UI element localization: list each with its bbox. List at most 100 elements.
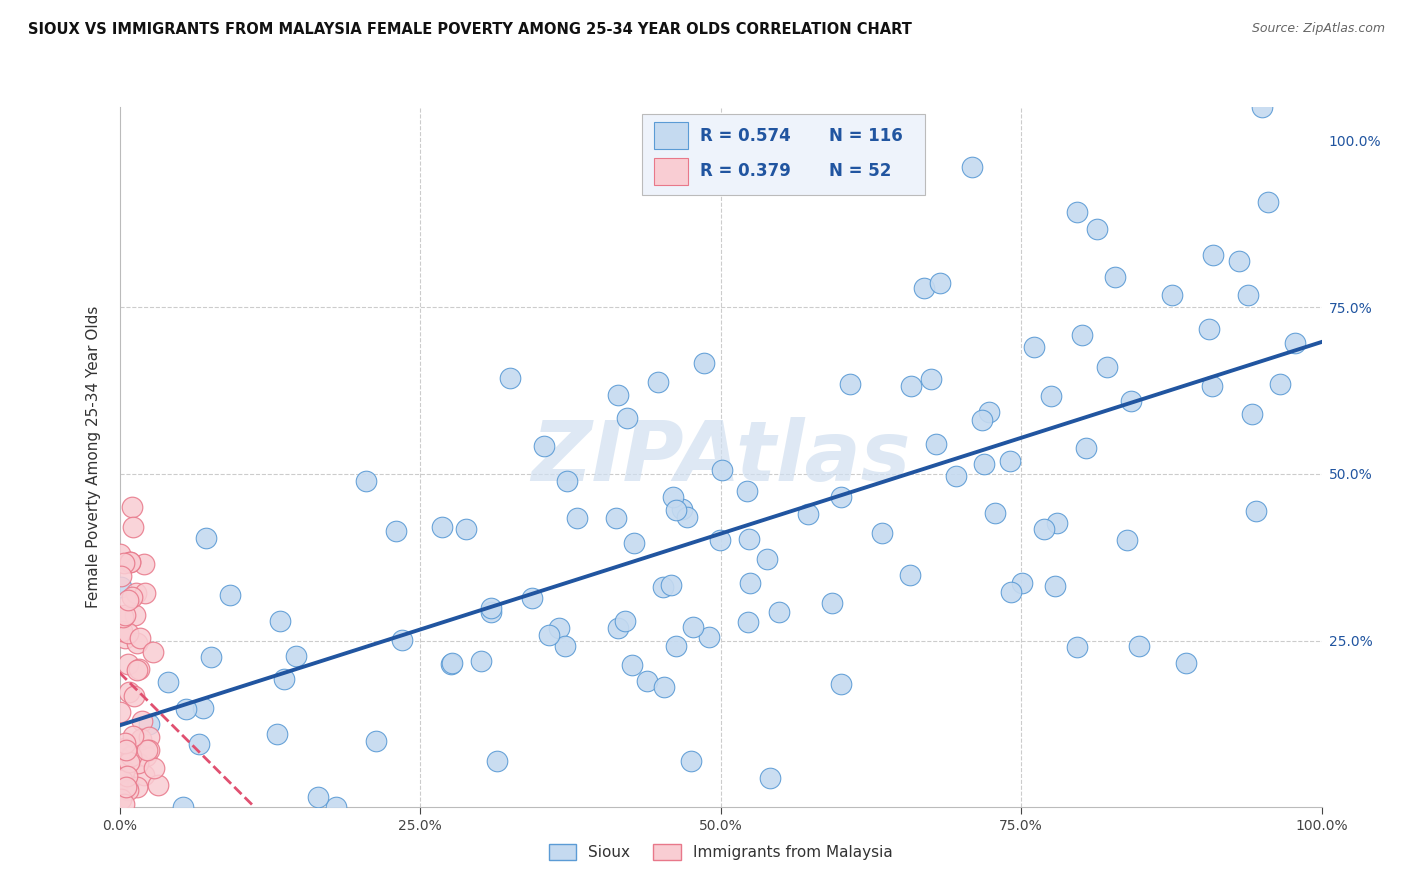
Point bbox=[266, 727, 288, 741]
Point bbox=[122, 730, 145, 744]
Point bbox=[148, 778, 170, 792]
Point bbox=[661, 578, 683, 592]
Point bbox=[636, 673, 658, 688]
Point bbox=[117, 777, 139, 791]
Point bbox=[1066, 205, 1088, 219]
Point bbox=[195, 531, 218, 545]
Point bbox=[621, 657, 644, 672]
Point bbox=[1022, 340, 1045, 354]
Point bbox=[1104, 269, 1126, 284]
Point bbox=[129, 731, 152, 746]
Point bbox=[830, 677, 852, 691]
Point bbox=[613, 614, 636, 628]
Point bbox=[135, 749, 157, 764]
Point bbox=[870, 526, 893, 541]
Point bbox=[1201, 378, 1223, 392]
Point bbox=[479, 601, 502, 615]
Point bbox=[485, 754, 508, 768]
Point bbox=[710, 463, 733, 477]
Point bbox=[1000, 453, 1022, 467]
Point bbox=[117, 625, 139, 640]
Text: N = 52: N = 52 bbox=[828, 162, 891, 180]
Point bbox=[1202, 248, 1225, 262]
Point bbox=[1043, 579, 1066, 593]
Point bbox=[128, 662, 150, 676]
Point bbox=[110, 569, 132, 583]
Point bbox=[1198, 321, 1220, 335]
Point bbox=[912, 281, 935, 295]
Point bbox=[111, 772, 134, 787]
Point bbox=[1040, 389, 1063, 403]
Point bbox=[830, 490, 852, 504]
Text: SIOUX VS IMMIGRANTS FROM MALAYSIA FEMALE POVERTY AMONG 25-34 YEAR OLDS CORRELATI: SIOUX VS IMMIGRANTS FROM MALAYSIA FEMALE… bbox=[28, 22, 912, 37]
Point bbox=[114, 631, 136, 645]
FancyBboxPatch shape bbox=[643, 114, 925, 194]
Point bbox=[1161, 287, 1184, 301]
Point bbox=[979, 405, 1001, 419]
Point bbox=[124, 607, 146, 622]
Point bbox=[1032, 522, 1054, 536]
Point bbox=[129, 631, 152, 645]
Point bbox=[127, 780, 149, 794]
Point bbox=[308, 790, 330, 805]
Point bbox=[1237, 288, 1260, 302]
Point bbox=[138, 743, 160, 757]
Point bbox=[652, 581, 675, 595]
Point bbox=[925, 436, 948, 450]
Point bbox=[325, 800, 347, 814]
Point bbox=[118, 685, 141, 699]
Point bbox=[174, 702, 197, 716]
Point bbox=[647, 375, 669, 389]
Point bbox=[114, 741, 136, 756]
Text: ZIPAtlas: ZIPAtlas bbox=[531, 417, 910, 498]
Point bbox=[709, 533, 731, 547]
Point bbox=[114, 736, 136, 750]
Point bbox=[759, 772, 782, 786]
Point bbox=[200, 649, 222, 664]
Point bbox=[1240, 408, 1263, 422]
Point bbox=[984, 506, 1007, 520]
Point bbox=[682, 620, 704, 634]
Point bbox=[142, 761, 165, 775]
Point bbox=[122, 520, 145, 534]
Point bbox=[454, 523, 477, 537]
Point bbox=[187, 737, 209, 751]
Point bbox=[554, 639, 576, 653]
Point bbox=[1074, 442, 1097, 456]
Point bbox=[1268, 377, 1291, 392]
Point bbox=[120, 748, 142, 763]
Point bbox=[479, 605, 502, 619]
Point bbox=[662, 490, 685, 504]
Point bbox=[125, 586, 148, 600]
Legend: Sioux, Immigrants from Malaysia: Sioux, Immigrants from Malaysia bbox=[543, 838, 898, 866]
Point bbox=[616, 410, 638, 425]
Point bbox=[132, 767, 155, 781]
Point bbox=[945, 469, 967, 483]
Point bbox=[1257, 194, 1279, 209]
Point bbox=[898, 568, 921, 582]
Point bbox=[498, 371, 520, 385]
Point bbox=[1115, 533, 1137, 548]
Point bbox=[273, 672, 295, 686]
Point bbox=[108, 751, 131, 765]
Point bbox=[1095, 360, 1118, 375]
Point bbox=[605, 511, 627, 525]
Point bbox=[665, 640, 688, 654]
Point bbox=[138, 730, 160, 744]
Point bbox=[970, 413, 993, 427]
Point bbox=[1085, 222, 1108, 236]
Point bbox=[138, 716, 160, 731]
Point bbox=[115, 743, 138, 757]
Point bbox=[112, 797, 135, 811]
Point bbox=[1000, 585, 1022, 599]
Point bbox=[110, 791, 132, 805]
Point bbox=[117, 657, 139, 672]
Point bbox=[821, 596, 844, 610]
Point bbox=[191, 700, 214, 714]
Point bbox=[157, 675, 180, 690]
Point bbox=[1070, 327, 1092, 342]
Point bbox=[114, 607, 136, 622]
Point bbox=[1046, 516, 1069, 531]
Point bbox=[533, 439, 555, 453]
Point bbox=[962, 160, 984, 174]
